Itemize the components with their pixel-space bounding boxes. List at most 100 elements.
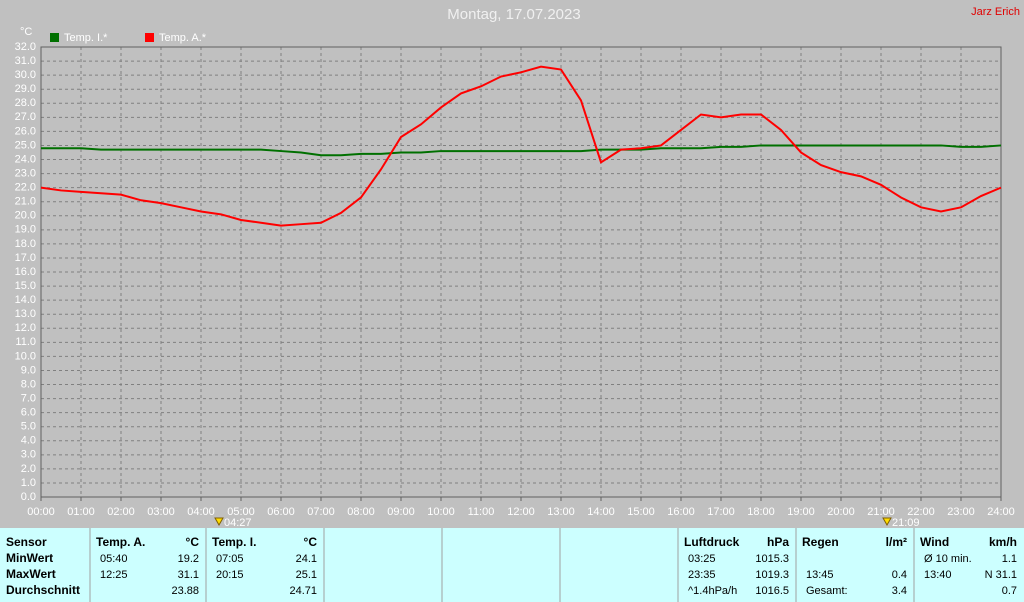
- sun-marker: [882, 517, 892, 527]
- table-cell: 1015.3: [755, 553, 789, 565]
- y-tick-label: 19.0: [15, 224, 36, 236]
- table-cell: 12:25: [100, 569, 128, 581]
- row-label: Sensor: [6, 535, 47, 549]
- author: Jarz Erich: [971, 6, 1020, 18]
- column-header: Luftdruck: [684, 535, 740, 549]
- table-cell: 07:05: [216, 553, 244, 565]
- y-tick-label: 11.0: [15, 336, 36, 348]
- y-tick-label: 30.0: [15, 69, 36, 81]
- y-tick-label: 7.0: [21, 392, 36, 404]
- column-header: Regen: [802, 535, 839, 549]
- sun-time: 04:27: [224, 517, 252, 529]
- x-tick-label: 08:00: [347, 506, 375, 518]
- x-tick-label: 19:00: [787, 506, 815, 518]
- y-tick-label: 15.0: [15, 280, 36, 292]
- column-header: °C: [304, 535, 318, 549]
- sun-marker: [214, 517, 224, 527]
- y-tick-label: 25.0: [15, 139, 36, 151]
- y-tick-label: 6.0: [21, 407, 36, 419]
- x-tick-label: 17:00: [707, 506, 735, 518]
- x-tick-label: 00:00: [27, 506, 55, 518]
- y-tick-label: 23.0: [15, 167, 36, 179]
- y-tick-label: 0.0: [21, 491, 36, 503]
- y-tick-label: 2.0: [21, 463, 36, 475]
- table-cell: 1.1: [1002, 553, 1017, 565]
- y-tick-label: 24.0: [15, 153, 36, 165]
- y-axis-label: °C: [20, 26, 32, 38]
- table-cell: 23.88: [171, 585, 199, 597]
- row-label: MinWert: [6, 551, 53, 565]
- y-tick-label: 29.0: [15, 83, 36, 95]
- x-tick-label: 10:00: [427, 506, 455, 518]
- x-tick-label: 07:00: [307, 506, 335, 518]
- data-line: [40, 65, 1002, 227]
- column-header: km/h: [989, 535, 1017, 549]
- data-line: [41, 144, 1002, 157]
- y-tick-label: 32.0: [15, 41, 36, 53]
- column-header: Temp. I.: [212, 535, 256, 549]
- table-cell: 23:35: [688, 569, 716, 581]
- chart-title: Montag, 17.07.2023: [447, 6, 580, 23]
- x-tick-label: 24:00: [987, 506, 1015, 518]
- table-cell: 31.1: [178, 569, 199, 581]
- column-header: Temp. A.: [96, 535, 145, 549]
- x-tick-label: 20:00: [827, 506, 855, 518]
- column-header: hPa: [767, 535, 789, 549]
- x-tick-label: 04:00: [187, 506, 215, 518]
- column-header: l/m²: [886, 535, 907, 549]
- y-tick-label: 20.0: [15, 210, 36, 222]
- table-cell: 1016.5: [755, 585, 789, 597]
- x-tick-label: 12:00: [507, 506, 535, 518]
- table-cell: 1019.3: [755, 569, 789, 581]
- table-cell: Gesamt:: [806, 585, 848, 597]
- table-cell: 19.2: [178, 553, 199, 565]
- table-cell: 03:25: [688, 553, 716, 565]
- x-tick-label: 06:00: [267, 506, 295, 518]
- y-tick-label: 18.0: [15, 238, 36, 250]
- table-cell: 05:40: [100, 553, 128, 565]
- table-cell: 0.4: [892, 569, 907, 581]
- summary-table: [0, 528, 1024, 602]
- x-tick-label: 01:00: [67, 506, 95, 518]
- table-cell: 13:40: [924, 569, 952, 581]
- y-tick-label: 3.0: [21, 449, 36, 461]
- x-tick-label: 21:00: [867, 506, 895, 518]
- table-cell: 13:45: [806, 569, 834, 581]
- y-tick-label: 10.0: [15, 350, 36, 362]
- y-tick-label: 31.0: [15, 55, 36, 67]
- y-tick-label: 12.0: [15, 322, 36, 334]
- y-tick-label: 21.0: [15, 196, 36, 208]
- legend-label: Temp. A.*: [159, 32, 207, 44]
- x-tick-label: 05:00: [227, 506, 255, 518]
- x-tick-label: 03:00: [147, 506, 175, 518]
- column-header: °C: [186, 535, 200, 549]
- x-tick-label: 16:00: [667, 506, 695, 518]
- table-cell: 24.1: [296, 553, 317, 565]
- x-tick-label: 18:00: [747, 506, 775, 518]
- y-tick-label: 13.0: [15, 308, 36, 320]
- table-cell: 0.7: [1002, 585, 1017, 597]
- x-tick-label: 13:00: [547, 506, 575, 518]
- table-cell: 3.4: [892, 585, 907, 597]
- y-tick-label: 22.0: [15, 182, 36, 194]
- legend-swatch: [145, 33, 154, 42]
- x-tick-label: 11:00: [468, 506, 495, 518]
- x-tick-label: 09:00: [387, 506, 415, 518]
- x-tick-label: 02:00: [107, 506, 135, 518]
- row-label: MaxWert: [6, 567, 56, 581]
- table-cell: ^1.4hPa/h: [688, 585, 737, 597]
- y-tick-label: 16.0: [15, 266, 36, 278]
- x-tick-label: 22:00: [907, 506, 935, 518]
- row-label: Durchschnitt: [6, 583, 80, 597]
- legend-swatch: [50, 33, 59, 42]
- table-cell: 24.71: [289, 585, 317, 597]
- y-tick-label: 9.0: [21, 364, 36, 376]
- sun-time: 21:09: [892, 517, 920, 529]
- y-tick-label: 14.0: [15, 294, 36, 306]
- x-tick-label: 23:00: [947, 506, 975, 518]
- table-cell: Ø 10 min.: [924, 553, 972, 565]
- y-tick-label: 26.0: [15, 125, 36, 137]
